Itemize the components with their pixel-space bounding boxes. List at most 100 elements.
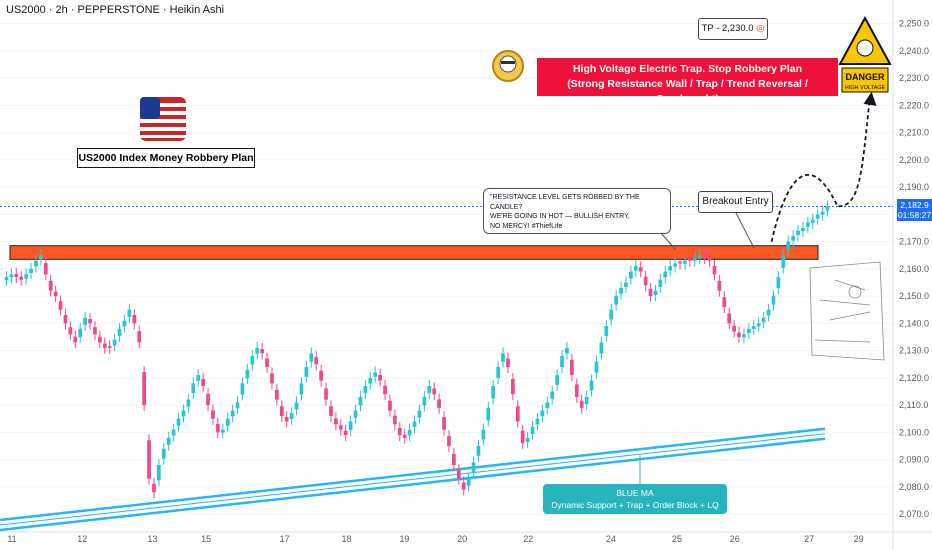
candle[interactable]	[437, 393, 441, 414]
candle[interactable]	[791, 230, 795, 247]
candle[interactable]	[338, 419, 343, 436]
candle[interactable]	[658, 273, 663, 293]
candle[interactable]	[810, 213, 815, 229]
candle[interactable]	[53, 285, 58, 303]
candle[interactable]	[786, 235, 791, 257]
candle[interactable]	[722, 291, 727, 314]
candle[interactable]	[279, 400, 284, 422]
candle[interactable]	[476, 439, 481, 462]
candle[interactable]	[402, 428, 407, 444]
candle[interactable]	[9, 268, 14, 284]
candle[interactable]	[289, 407, 294, 425]
candle[interactable]	[39, 249, 43, 266]
candle[interactable]	[501, 347, 505, 368]
candle[interactable]	[265, 352, 269, 373]
candle[interactable]	[245, 363, 250, 385]
candle[interactable]	[589, 374, 594, 397]
candle[interactable]	[353, 404, 358, 424]
candle[interactable]	[388, 394, 392, 417]
candle[interactable]	[702, 248, 707, 264]
candle[interactable]	[570, 353, 574, 382]
candle[interactable]	[614, 290, 618, 311]
current-price-tag[interactable]: 2,182.9 01:58:27	[897, 199, 932, 221]
candle[interactable]	[624, 276, 628, 293]
candle[interactable]	[93, 321, 97, 341]
candle[interactable]	[275, 383, 279, 406]
candle[interactable]	[270, 367, 274, 390]
candle[interactable]	[373, 366, 378, 383]
candle[interactable]	[815, 208, 820, 225]
candle[interactable]	[343, 424, 348, 442]
candle[interactable]	[751, 320, 756, 336]
candle[interactable]	[216, 417, 220, 439]
candle[interactable]	[668, 260, 673, 277]
candle[interactable]	[383, 379, 387, 401]
candle[interactable]	[294, 396, 299, 416]
candle[interactable]	[363, 380, 368, 400]
candle[interactable]	[697, 249, 702, 265]
candle[interactable]	[491, 380, 496, 405]
candle[interactable]	[648, 283, 653, 303]
candle[interactable]	[732, 319, 736, 338]
candle[interactable]	[250, 350, 255, 371]
candle[interactable]	[560, 350, 564, 374]
candle[interactable]	[14, 268, 19, 284]
candle[interactable]	[324, 382, 328, 406]
candle[interactable]	[412, 415, 417, 434]
candle[interactable]	[329, 400, 333, 422]
candle[interactable]	[707, 251, 712, 267]
candle[interactable]	[663, 265, 668, 284]
candle[interactable]	[299, 377, 304, 401]
candle[interactable]	[550, 385, 555, 405]
candle[interactable]	[594, 355, 599, 379]
candle[interactable]	[496, 360, 500, 385]
candle[interactable]	[122, 314, 127, 333]
candle[interactable]	[776, 271, 781, 295]
candle[interactable]	[152, 477, 156, 499]
candle[interactable]	[240, 377, 245, 401]
candle[interactable]	[220, 423, 225, 439]
candle[interactable]	[609, 303, 614, 326]
candle[interactable]	[358, 390, 363, 412]
candle[interactable]	[747, 322, 751, 340]
candle[interactable]	[230, 404, 235, 423]
candle[interactable]	[825, 200, 830, 217]
candle[interactable]	[727, 307, 732, 330]
candle[interactable]	[19, 270, 24, 286]
candle[interactable]	[515, 400, 520, 428]
candle[interactable]	[334, 412, 338, 431]
candle[interactable]	[525, 431, 530, 449]
candle[interactable]	[24, 268, 28, 285]
candle[interactable]	[417, 404, 422, 424]
candle[interactable]	[132, 308, 137, 330]
candle[interactable]	[653, 284, 658, 302]
candles[interactable]	[4, 200, 830, 499]
candle[interactable]	[712, 259, 717, 281]
candle[interactable]	[737, 326, 741, 343]
candle[interactable]	[683, 254, 687, 270]
candle[interactable]	[638, 261, 643, 278]
candle[interactable]	[756, 317, 761, 333]
candle[interactable]	[88, 313, 92, 330]
candle[interactable]	[688, 253, 692, 267]
candle[interactable]	[102, 337, 107, 354]
candle[interactable]	[643, 270, 648, 292]
candle[interactable]	[781, 249, 786, 274]
candle[interactable]	[511, 372, 515, 401]
candle[interactable]	[678, 255, 682, 270]
candle[interactable]	[742, 328, 746, 344]
candle[interactable]	[319, 364, 323, 387]
candle[interactable]	[506, 352, 510, 373]
candle[interactable]	[171, 423, 176, 442]
candle[interactable]	[117, 322, 122, 342]
candle[interactable]	[584, 390, 589, 411]
candle[interactable]	[78, 322, 83, 344]
candle[interactable]	[186, 393, 191, 413]
candle[interactable]	[235, 396, 240, 415]
candle[interactable]	[461, 476, 466, 496]
candle[interactable]	[530, 420, 535, 440]
resistance-zone[interactable]	[9, 245, 819, 260]
candle[interactable]	[771, 290, 776, 311]
candle[interactable]	[166, 431, 171, 451]
candle[interactable]	[29, 262, 33, 280]
